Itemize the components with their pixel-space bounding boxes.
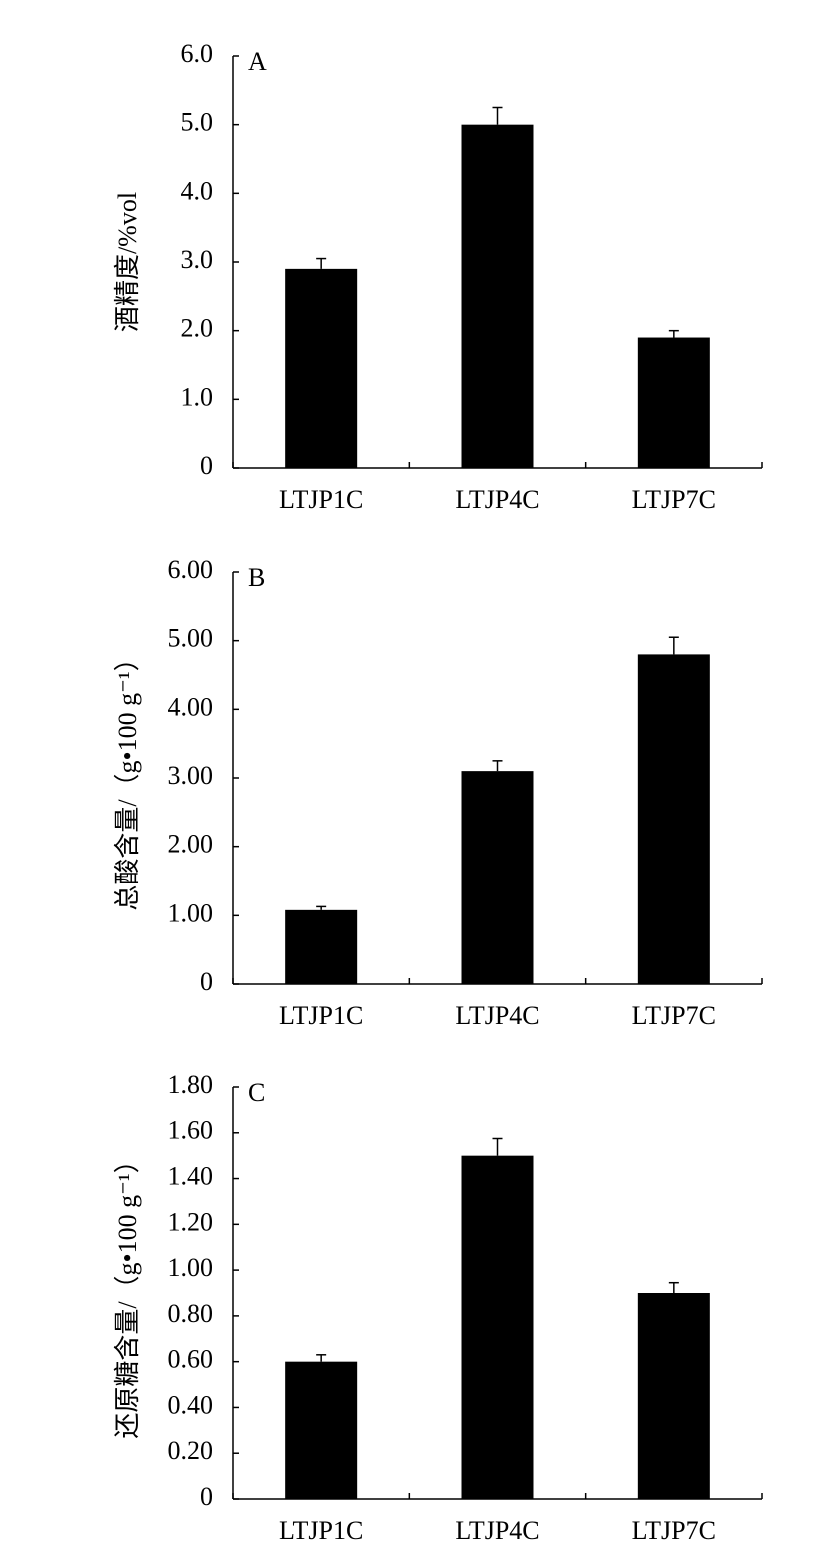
x-tick-label: LTJP4C	[455, 485, 539, 514]
y-tick-label: 2.00	[168, 830, 214, 859]
y-tick-label: 5.0	[181, 108, 214, 137]
error-bar	[668, 1281, 679, 1293]
error-bar	[668, 636, 679, 655]
bar	[461, 124, 534, 469]
y-tick-label: 2.0	[181, 314, 214, 343]
bar	[637, 1293, 710, 1499]
y-tick-label: 0.40	[168, 1390, 214, 1419]
y-tick-label: 1.00	[168, 1253, 214, 1282]
y-tick-label: 5.00	[168, 624, 214, 653]
bar	[461, 771, 534, 984]
y-tick-label: 1.60	[168, 1116, 214, 1145]
bar	[637, 337, 710, 468]
error-bar	[316, 1354, 327, 1362]
x-tick-label: LTJP4C	[455, 1001, 539, 1030]
bar	[285, 1361, 358, 1499]
y-tick-label: 4.00	[168, 692, 214, 721]
y-tick-label: 0.80	[168, 1299, 214, 1328]
y-tick-label: 1.00	[168, 898, 214, 927]
x-tick-label: LTJP7C	[632, 1001, 716, 1030]
panel-label: C	[248, 1078, 265, 1107]
y-tick-label: 4.0	[181, 176, 214, 205]
panel-label: A	[248, 47, 267, 76]
y-axis-label: 酒精度/%vol	[113, 192, 142, 332]
y-tick-label: 0	[200, 1482, 213, 1511]
x-tick-label: LTJP4C	[455, 1516, 539, 1545]
y-tick-label: 0	[200, 451, 213, 480]
y-tick-label: 1.40	[168, 1162, 214, 1191]
error-bar	[316, 905, 327, 910]
y-tick-label: 0.20	[168, 1436, 214, 1465]
bar	[461, 1155, 534, 1499]
y-tick-label: 3.0	[181, 245, 214, 274]
x-tick-label: LTJP7C	[632, 485, 716, 514]
bar	[285, 909, 358, 984]
bar	[285, 268, 358, 468]
x-tick-label: LTJP1C	[279, 1516, 363, 1545]
x-tick-label: LTJP1C	[279, 485, 363, 514]
bar	[637, 654, 710, 984]
y-tick-label: 1.20	[168, 1207, 214, 1236]
y-tick-label: 0.60	[168, 1345, 214, 1374]
x-tick-label: LTJP1C	[279, 1001, 363, 1030]
x-tick-label: LTJP7C	[632, 1516, 716, 1545]
error-bar	[492, 760, 503, 772]
y-tick-label: 6.0	[181, 39, 214, 68]
y-tick-label: 3.00	[168, 761, 214, 790]
y-axis-label: 总酸含量/（g•100 g⁻¹）	[113, 645, 142, 910]
y-tick-label: 0	[200, 967, 213, 996]
panel-label: B	[248, 563, 265, 592]
error-bar	[668, 329, 679, 338]
error-bar	[492, 1137, 503, 1156]
error-bar	[492, 106, 503, 125]
y-tick-label: 1.80	[168, 1070, 214, 1099]
y-axis-label: 还原糖含量/（g•100 g⁻¹）	[113, 1147, 142, 1438]
error-bar	[316, 257, 327, 269]
y-tick-label: 6.00	[168, 555, 214, 584]
y-tick-label: 1.0	[181, 382, 214, 411]
